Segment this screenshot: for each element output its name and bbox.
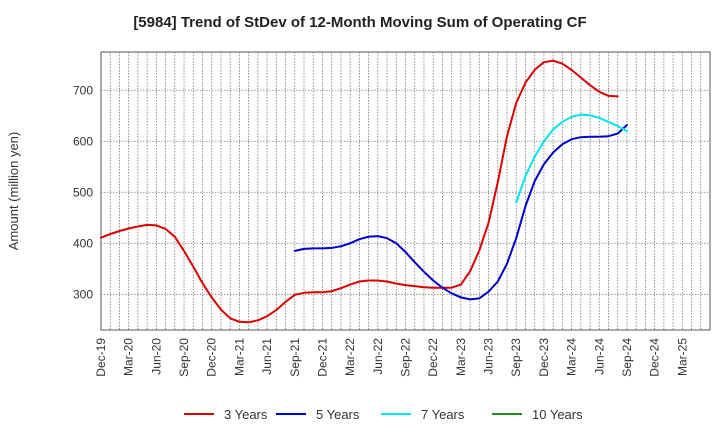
x-tick-label: Mar-21 (232, 338, 246, 376)
legend-label-7-years: 7 Years (421, 407, 465, 422)
x-tick-label: Jun-21 (260, 338, 274, 375)
legend-label-5-years: 5 Years (316, 407, 360, 422)
y-tick-label: 400 (73, 236, 93, 250)
x-tick-label: Dec-23 (537, 338, 551, 377)
x-tick-label: Dec-22 (426, 338, 440, 377)
x-tick-label: Jun-22 (371, 338, 385, 375)
x-tick-label: Mar-20 (122, 338, 136, 376)
x-tick-label: Sep-22 (399, 338, 413, 377)
x-tick-label: Jun-20 (149, 338, 163, 375)
x-tick-label: Mar-25 (675, 338, 689, 376)
x-tick-label: Dec-19 (94, 338, 108, 377)
x-tick-label: Mar-24 (565, 338, 579, 376)
x-tick-label: Jun-23 (482, 338, 496, 375)
x-tick-label: Mar-23 (454, 338, 468, 376)
y-tick-label: 300 (73, 287, 93, 301)
series-line-5-years (293, 123, 628, 301)
series-line-3-years (100, 59, 619, 324)
x-tick-label: Sep-20 (177, 338, 191, 377)
y-tick-label: 700 (73, 83, 93, 97)
x-tick-label: Dec-24 (648, 338, 662, 377)
x-tick-label: Jun-24 (592, 338, 606, 375)
y-tick-label: 500 (73, 185, 93, 199)
x-tick-label: Sep-23 (509, 338, 523, 377)
chart-title: [5984] Trend of StDev of 12-Month Moving… (133, 14, 587, 31)
x-tick-label: Dec-21 (315, 338, 329, 377)
series-line-7-years (515, 113, 628, 204)
y-tick-label: 600 (73, 134, 93, 148)
legend-label-3-years: 3 Years (224, 407, 268, 422)
x-tick-label: Sep-24 (620, 338, 634, 377)
y-axis-title: Amount (million yen) (6, 132, 21, 251)
x-tick-label: Sep-21 (288, 338, 302, 377)
x-tick-label: Mar-22 (343, 338, 357, 376)
x-tick-label: Dec-20 (205, 338, 219, 377)
legend-label-10-years: 10 Years (532, 407, 583, 422)
